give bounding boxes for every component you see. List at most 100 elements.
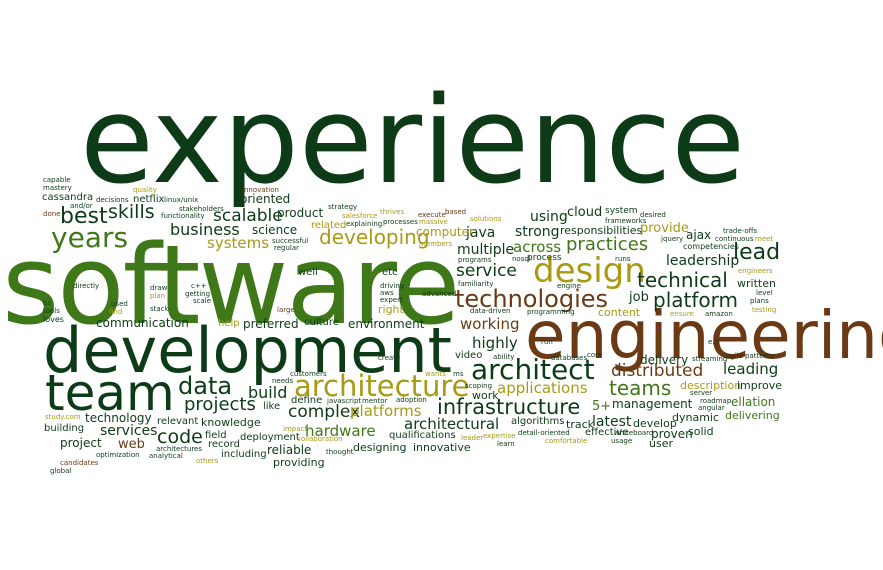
word-culture: culture [304,317,339,328]
word-job: job [629,290,649,305]
word-work: work [472,389,499,402]
word-software: software [2,221,460,349]
word-team: team [45,364,175,422]
word-based: based [445,208,467,216]
word-develop: develop [633,417,677,430]
word-architectural: architectural [404,415,500,433]
word-roadmap: roadmap [700,397,732,405]
word-analytical: analytical [149,452,183,460]
word-bs: bs [43,299,52,307]
word-improve: improve [737,379,783,392]
word-linux-unix: linux/unix [164,196,199,204]
word-programs: programs [458,256,492,264]
word-technical: technical [637,268,728,292]
word-project: project [60,436,102,450]
word-plan: plan [150,292,166,300]
word-help: help [218,318,240,329]
word-years: years [51,221,129,254]
word-using: using [530,209,568,225]
word-provide: provide [640,221,689,236]
word-teams: teams [609,376,672,400]
word-infrastructure: infrastructure [437,395,581,419]
word-stack: stack [150,305,169,313]
word-candidates: candidates [60,459,99,467]
word-experience: experience [80,72,746,211]
word-video: video [455,350,483,361]
word-ms: ms [453,370,464,378]
word-cassandra: cassandra [42,192,94,203]
word-oriented: oriented [240,192,291,206]
word-technology: technology [85,411,152,425]
word-cplusplus: c++ [191,282,207,290]
word-streaming: streaming [692,355,728,363]
word-study-com: study.com [45,413,81,421]
word-record: record [208,439,240,450]
word-best: best [60,204,108,229]
word-programming: programming [527,308,575,316]
word-find: find [109,308,123,316]
word-description: description [680,379,742,392]
word-define: define [291,395,323,406]
word-practices: practices [566,234,649,255]
word-patterns: patterns [745,352,775,360]
word-right: right [378,303,404,316]
word-leading: leading [723,360,779,378]
word-well: well [298,267,318,278]
word-build: build [248,383,288,402]
word-delivery: delivery [640,353,689,367]
word-communication: communication [96,316,189,330]
word-including: including [221,449,267,460]
word-innovation: innovation [242,186,279,194]
word-reliable: reliable [267,443,312,457]
word-multiple: multiple [457,242,515,258]
word-cloud: cloud [567,205,603,220]
word-execute: execute [418,211,446,219]
word-knowledge: knowledge [201,416,261,429]
word-engineering: engineering [525,297,883,374]
word-java: java [466,225,496,241]
word-innovative: innovative [413,441,471,454]
word-wants: wants [425,370,446,378]
word-highly: highly [472,334,518,352]
word-runs: runs [615,255,631,263]
word-global: global [50,467,72,475]
word-product: product [277,206,324,220]
word-responsibilities: responsibilities [560,224,643,237]
word-desired: desired [640,211,666,219]
word-functionality: functionality [161,212,205,220]
word-architect: architect [471,353,595,386]
word-platforms: platforms [350,402,422,420]
word-preferred: preferred [243,317,299,331]
word-effective: effective [585,427,629,438]
word-stakeholders: stakeholders [179,205,224,213]
word-decisions: decisions [96,196,129,204]
word-management: management [612,397,693,411]
word-applications: applications [497,379,588,397]
word-written: written [737,277,776,290]
word-technologies: technologies [455,285,608,313]
word-field: field [205,430,227,441]
word-business: business [170,220,240,239]
word-proven: proven [651,427,693,441]
word-system: system [605,206,638,216]
word-leader: leader [461,434,484,442]
word-platform: platform [653,288,738,312]
word-impact: impact [283,425,308,433]
word-competencies: competencies [683,242,739,251]
word-meet: meet [755,235,774,243]
word-level: level [756,289,773,297]
word-aws: aws [380,289,394,297]
word-adoption: adoption [396,396,427,404]
word-tools: tools [43,307,60,315]
word-databases: databases [551,354,588,362]
word-large: large [277,306,295,314]
word-salesforce: salesforce [342,212,378,220]
word-trade-offs: trade-offs [723,227,758,235]
word-architecture: architecture [294,369,470,403]
word-architectures: architectures [156,445,203,453]
word-create: create [378,354,401,362]
word-ability: ability [493,353,515,361]
word-relevant: relevant [157,416,199,427]
word-services: services [100,423,158,439]
word-regular: regular [274,244,300,252]
